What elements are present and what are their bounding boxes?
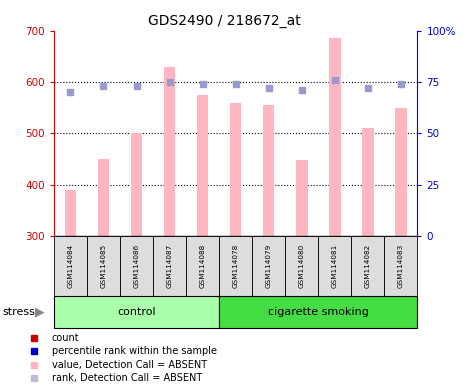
Bar bbox=[351, 236, 385, 296]
Bar bbox=[164, 67, 175, 236]
Text: control: control bbox=[117, 307, 156, 317]
Bar bbox=[395, 108, 407, 236]
Text: GSM114081: GSM114081 bbox=[332, 244, 338, 288]
Bar bbox=[362, 128, 374, 236]
Bar bbox=[385, 236, 417, 296]
Text: GSM114080: GSM114080 bbox=[299, 244, 305, 288]
Text: GSM114083: GSM114083 bbox=[398, 244, 404, 288]
Bar bbox=[120, 236, 153, 296]
Text: percentile rank within the sample: percentile rank within the sample bbox=[52, 346, 217, 356]
Bar bbox=[296, 160, 308, 236]
Text: GSM114087: GSM114087 bbox=[166, 244, 173, 288]
Text: GSM114085: GSM114085 bbox=[100, 244, 106, 288]
Text: rank, Detection Call = ABSENT: rank, Detection Call = ABSENT bbox=[52, 373, 202, 383]
Bar bbox=[186, 236, 219, 296]
Bar bbox=[98, 159, 109, 236]
Bar bbox=[197, 95, 208, 236]
Text: ▶: ▶ bbox=[35, 306, 45, 318]
Bar bbox=[219, 296, 417, 328]
Bar bbox=[153, 236, 186, 296]
Bar bbox=[65, 190, 76, 236]
Bar bbox=[230, 103, 242, 236]
Text: GSM114086: GSM114086 bbox=[134, 244, 140, 288]
Text: GSM114088: GSM114088 bbox=[200, 244, 205, 288]
Text: GSM114084: GSM114084 bbox=[68, 244, 74, 288]
Text: value, Detection Call = ABSENT: value, Detection Call = ABSENT bbox=[52, 360, 207, 370]
Text: count: count bbox=[52, 333, 79, 343]
Bar bbox=[318, 236, 351, 296]
Bar bbox=[263, 105, 274, 236]
Bar bbox=[219, 236, 252, 296]
Text: GSM114082: GSM114082 bbox=[365, 244, 371, 288]
Bar bbox=[329, 38, 340, 236]
Bar bbox=[54, 296, 219, 328]
Bar bbox=[131, 134, 142, 236]
Bar bbox=[87, 236, 120, 296]
Text: GSM114079: GSM114079 bbox=[266, 244, 272, 288]
Text: cigarette smoking: cigarette smoking bbox=[268, 307, 369, 317]
Bar bbox=[285, 236, 318, 296]
Bar bbox=[54, 236, 87, 296]
Text: stress: stress bbox=[2, 307, 35, 317]
Text: GSM114078: GSM114078 bbox=[233, 244, 239, 288]
Bar bbox=[252, 236, 285, 296]
Title: GDS2490 / 218672_at: GDS2490 / 218672_at bbox=[148, 14, 301, 28]
